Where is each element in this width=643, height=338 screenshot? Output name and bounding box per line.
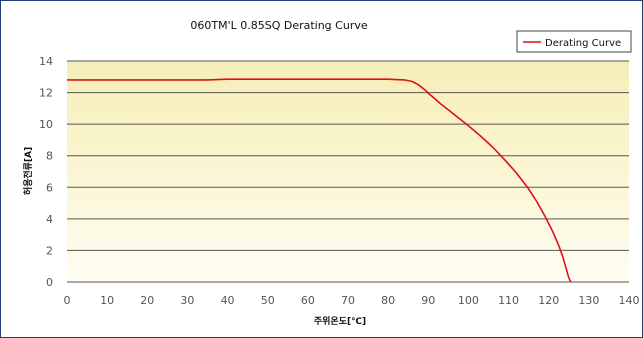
- y-tick-label: 14: [39, 55, 53, 68]
- y-tick-label: 8: [46, 150, 53, 163]
- y-tick-label: 12: [39, 87, 53, 100]
- y-tick-label: 4: [46, 213, 53, 226]
- x-tick-label: 40: [221, 294, 235, 307]
- y-tick-label: 6: [46, 181, 53, 194]
- x-tick-label: 130: [578, 294, 599, 307]
- x-tick-label: 70: [341, 294, 355, 307]
- y-tick-label: 10: [39, 118, 53, 131]
- x-tick-label: 80: [381, 294, 395, 307]
- x-tick-label: 60: [301, 294, 315, 307]
- grid-lines: [67, 60, 629, 251]
- x-axis-label: 주위온도[℃]: [314, 315, 366, 327]
- x-tick-label: 20: [140, 294, 154, 307]
- series-line-0: [67, 78, 572, 283]
- x-tick-label: 110: [498, 294, 519, 307]
- legend: Derating Curve: [516, 30, 632, 53]
- y-tick-label: 2: [46, 244, 53, 257]
- chart-title: 060TM'L 0.85SQ Derating Curve: [190, 19, 367, 32]
- x-tick-label: 90: [421, 294, 435, 307]
- x-tick-label: 120: [538, 294, 559, 307]
- x-tick-label: 100: [458, 294, 479, 307]
- x-tick-label: 10: [100, 294, 114, 307]
- plot-area: [67, 61, 629, 282]
- series-layer: [67, 78, 572, 283]
- x-tick-label: 50: [261, 294, 275, 307]
- legend-box: [516, 30, 632, 53]
- x-tick-label: 30: [180, 294, 194, 307]
- x-tick-label: 0: [64, 294, 71, 307]
- x-tick-label: 140: [619, 294, 640, 307]
- y-axis-label: 허용전류[A]: [22, 147, 34, 195]
- legend-label: Derating Curve: [545, 38, 621, 49]
- y-tick-label: 0: [46, 276, 53, 289]
